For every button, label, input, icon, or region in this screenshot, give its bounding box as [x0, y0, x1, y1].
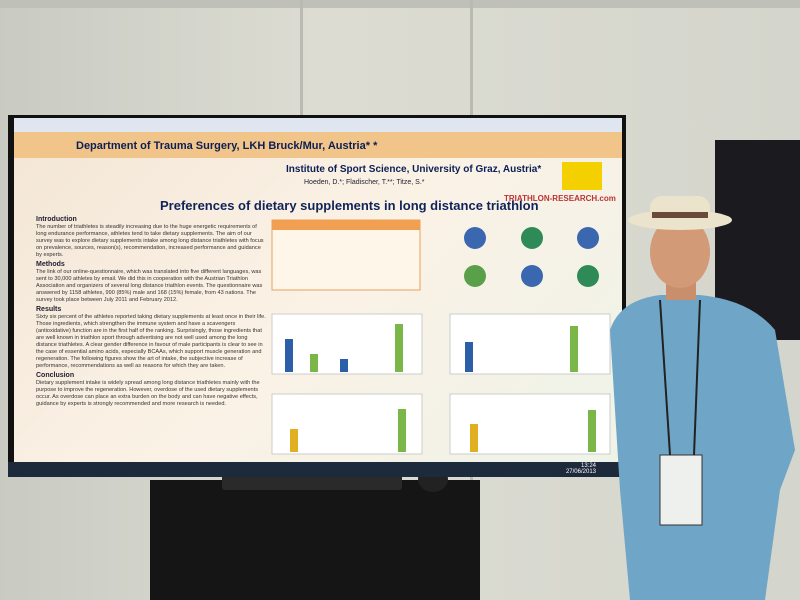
hat-crown: [650, 196, 710, 222]
affiliation: Institute of Sport Science, University o…: [286, 164, 542, 175]
person: [610, 196, 795, 600]
poster-header: [14, 132, 622, 158]
time: 13:24: [580, 463, 596, 469]
bar: [395, 324, 403, 372]
bar: [398, 409, 406, 452]
badge: [659, 454, 703, 526]
poster-section: Introduction The number of triathletes is…: [36, 216, 268, 259]
logo: TRIATHLON-RESEARCH.com: [504, 194, 616, 203]
table-figure: [271, 219, 421, 291]
bar-charts: [271, 313, 611, 455]
section-heading: Results: [36, 306, 62, 313]
section-heading: Introduction: [36, 216, 77, 223]
lanyard: [693, 299, 701, 456]
text-column: Introduction The number of triathletes is…: [36, 214, 268, 460]
pie-charts: [464, 227, 599, 287]
table-header: [272, 220, 420, 230]
section-heading: Methods: [36, 261, 65, 268]
poster-title: Preferences of dietary supplements in lo…: [160, 198, 539, 213]
taskbar: 13:24 27/06/2013: [8, 462, 626, 477]
shirt: [610, 295, 795, 600]
bar: [310, 354, 318, 372]
pie: [577, 265, 599, 287]
pie: [577, 227, 599, 249]
section-text: Sixty six percent of the athletes report…: [36, 314, 266, 369]
poster: Department of Trauma Surgery, LKH Bruck/…: [14, 132, 622, 462]
face: [650, 216, 710, 288]
browser-bar: [14, 118, 622, 132]
hat-band: [652, 212, 708, 218]
bar: [588, 410, 596, 452]
bar: [470, 424, 478, 452]
pie: [521, 265, 543, 287]
ceiling: [0, 0, 800, 8]
poster-section: Conclusion Dietary supplement intake is w…: [36, 372, 268, 408]
pie: [464, 227, 486, 249]
uni-logo: [562, 162, 602, 190]
bar: [340, 359, 348, 372]
authors: Hoeden, D.*; Fladischer, T.**; Titze, S.…: [304, 179, 425, 186]
pie: [464, 265, 486, 287]
section-text: Dietary supplement intake is widely spre…: [36, 380, 260, 407]
poster-section: Results Sixty six percent of the athletes…: [36, 306, 268, 370]
section-heading: Conclusion: [36, 372, 75, 379]
bar: [465, 342, 473, 372]
figures: [271, 219, 611, 455]
chart-frame: [449, 313, 611, 375]
table: [150, 480, 480, 600]
section-text: The link of our online-questionnaire, wh…: [36, 269, 263, 303]
bar: [290, 429, 298, 452]
lanyard: [659, 299, 671, 456]
section-text: The number of triathletes is steadily in…: [36, 224, 264, 258]
bar: [285, 339, 293, 372]
date: 27/06/2013: [565, 469, 596, 475]
poster-section: Methods The link of our online-questionna…: [36, 261, 268, 304]
affiliation: Department of Trauma Surgery, LKH Bruck/…: [76, 140, 378, 152]
bar: [570, 326, 578, 372]
pie: [521, 227, 543, 249]
